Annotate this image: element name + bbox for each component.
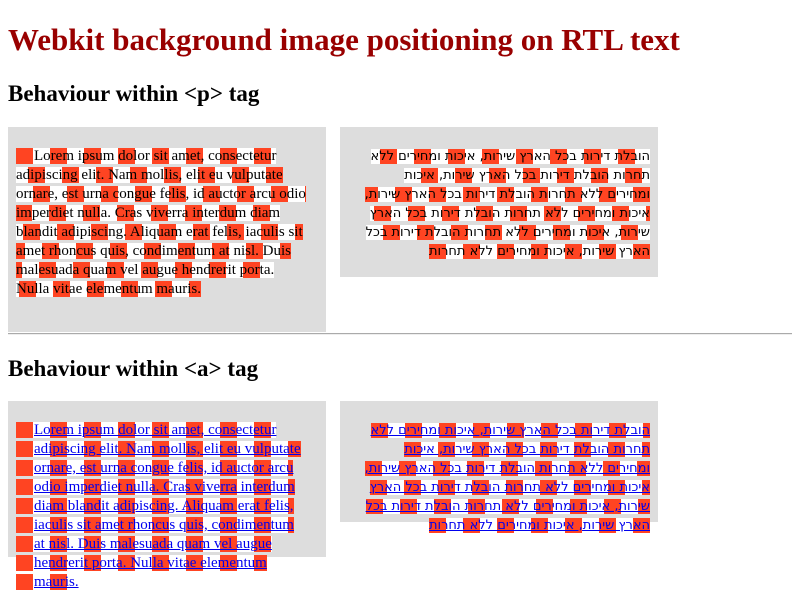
a-demo-ltr-box: Lorem ipsum dolor sit amet, consectetur … [8, 401, 326, 557]
a-demo-rtl-box: הובלת דירות בכל הארץ שירות, איכות ומחירי… [340, 401, 658, 522]
page-title: Webkit background image positioning on R… [8, 20, 680, 60]
section-heading-a-tag: Behaviour within <a> tag [8, 355, 258, 383]
a-demo-ltr-paragraph: Lorem ipsum dolor sit amet, consectetur … [16, 421, 306, 592]
section-heading-p-tag: Behaviour within <p> tag [8, 80, 259, 108]
a-demo-rtl-paragraph: הובלת דירות בכל הארץ שירות, איכות ומחירי… [360, 421, 650, 535]
section-divider [8, 333, 792, 335]
a-demo-rtl-link[interactable]: הובלת דירות בכל הארץ שירות, איכות ומחירי… [365, 423, 650, 533]
p-demo-ltr-box: Lorem ipsum dolor sit amet, consectetur … [8, 127, 326, 332]
a-demo-ltr-link[interactable]: Lorem ipsum dolor sit amet, consectetur … [16, 422, 301, 590]
p-demo-ltr-paragraph: Lorem ipsum dolor sit amet, consectetur … [16, 147, 306, 299]
p-demo-rtl-text: הובלת דירות בכל הארץ שירות, איכות ומחירי… [365, 149, 650, 259]
p-demo-ltr-text: Lorem ipsum dolor sit amet, consectetur … [16, 148, 306, 297]
p-demo-rtl-box: הובלת דירות בכל הארץ שירות, איכות ומחירי… [340, 127, 658, 277]
p-demo-rtl-paragraph: הובלת דירות בכל הארץ שירות, איכות ומחירי… [360, 147, 650, 261]
